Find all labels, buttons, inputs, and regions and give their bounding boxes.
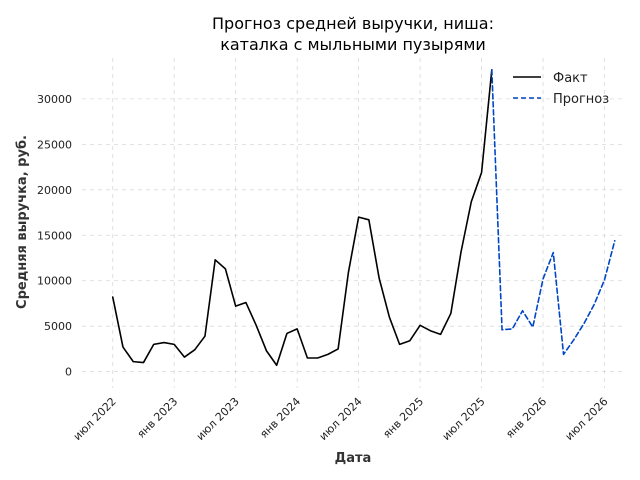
y-tick-label: 25000 [37, 138, 72, 151]
y-tick-label: 0 [65, 366, 72, 379]
y-tick-label: 20000 [37, 184, 72, 197]
y-axis-label: Средняя выручка, руб. [15, 135, 30, 309]
y-tick-label: 5000 [44, 320, 72, 333]
legend-label-forecast: Прогноз [553, 92, 609, 107]
y-tick-label: 10000 [37, 275, 72, 288]
y-axis-ticks: 0 5000 10000 15000 20000 25000 30000 [37, 93, 72, 379]
legend-label-fact: Факт [553, 71, 588, 86]
grid [82, 58, 625, 388]
y-tick-label: 30000 [37, 93, 72, 106]
legend: Факт Прогноз [513, 71, 609, 107]
series-lines [111, 69, 616, 367]
chart-title-line-1: Прогноз средней выручки, ниша: [212, 14, 494, 33]
series-line-forecast [491, 69, 616, 356]
x-axis-label: Дата [335, 451, 372, 466]
y-tick-label: 15000 [37, 229, 72, 242]
series-line-fact [111, 69, 493, 367]
chart-title-line-2: каталка с мыльными пузырями [220, 35, 486, 54]
